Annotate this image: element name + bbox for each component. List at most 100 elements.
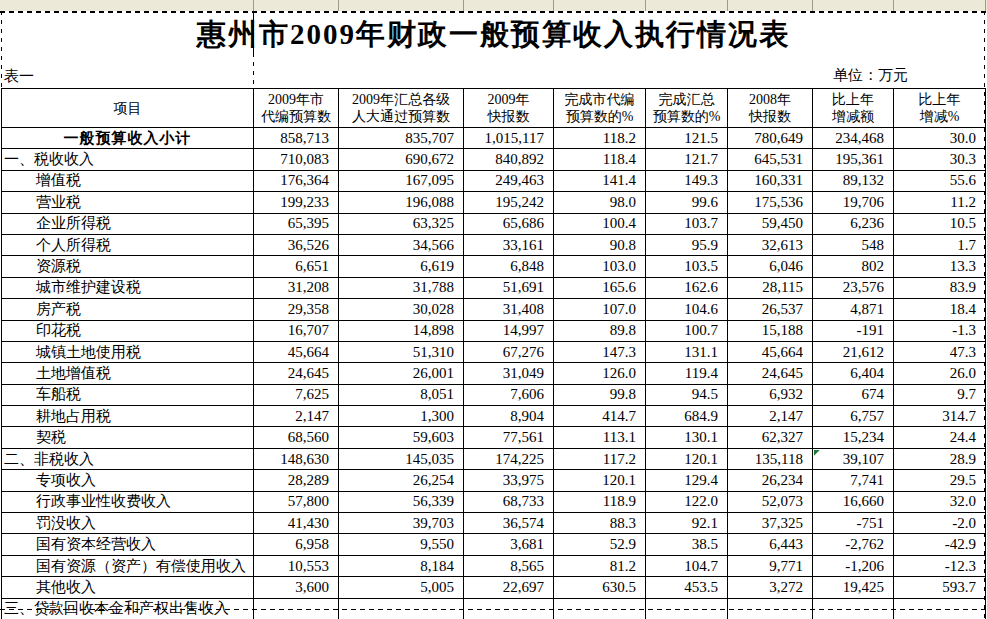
value-cell[interactable]: 6,404	[813, 363, 894, 384]
value-cell[interactable]: 59,450	[728, 213, 813, 234]
value-cell[interactable]: 10.5	[894, 213, 986, 234]
value-cell[interactable]: 28,289	[254, 470, 339, 491]
value-cell[interactable]: 24,645	[728, 363, 813, 384]
value-cell[interactable]: 33,161	[464, 234, 554, 255]
value-cell[interactable]: 8,184	[339, 555, 464, 576]
value-cell[interactable]: 7,741	[813, 470, 894, 491]
value-cell[interactable]: 52.9	[554, 534, 646, 555]
value-cell[interactable]: 684.9	[646, 406, 728, 427]
row-label-cell[interactable]: 企业所得税	[2, 213, 254, 234]
value-cell[interactable]: 548	[813, 234, 894, 255]
value-cell[interactable]: 41,430	[254, 513, 339, 534]
column-header-cell[interactable]: 2009年汇总各级 人大通过预算数	[339, 89, 464, 128]
value-cell[interactable]: 99.8	[554, 384, 646, 405]
value-cell[interactable]: 6,443	[728, 534, 813, 555]
value-cell[interactable]: 16,660	[813, 491, 894, 512]
value-cell[interactable]: 135,118	[728, 448, 813, 469]
value-cell[interactable]: 62,327	[728, 427, 813, 448]
value-cell[interactable]: 45,664	[728, 341, 813, 362]
value-cell[interactable]: 31,208	[254, 277, 339, 298]
value-cell[interactable]: 52,073	[728, 491, 813, 512]
value-cell[interactable]: 645,531	[728, 149, 813, 170]
value-cell[interactable]: 11.2	[894, 192, 986, 213]
column-header-cell[interactable]: 2009年市 代编预算数	[254, 89, 339, 128]
value-cell[interactable]: 414.7	[554, 406, 646, 427]
value-cell[interactable]: 120.1	[554, 470, 646, 491]
value-cell[interactable]: 34,566	[339, 234, 464, 255]
value-cell[interactable]: 858,713	[254, 128, 339, 149]
column-header-cell[interactable]: 比上年 增减额	[813, 89, 894, 128]
value-cell[interactable]: 160,331	[728, 170, 813, 191]
value-cell[interactable]: 593.7	[894, 577, 986, 598]
value-cell[interactable]: -751	[813, 513, 894, 534]
value-cell[interactable]: 51,691	[464, 277, 554, 298]
value-cell[interactable]: -191	[813, 320, 894, 341]
value-cell[interactable]: 780,649	[728, 128, 813, 149]
row-label-cell[interactable]: 房产税	[2, 299, 254, 320]
value-cell[interactable]: 31,049	[464, 363, 554, 384]
value-cell[interactable]: 7,606	[464, 384, 554, 405]
value-cell[interactable]: 121.5	[646, 128, 728, 149]
value-cell[interactable]: 95.9	[646, 234, 728, 255]
value-cell[interactable]: 8,565	[464, 555, 554, 576]
value-cell[interactable]: 690,672	[339, 149, 464, 170]
value-cell[interactable]: 98.0	[554, 192, 646, 213]
value-cell[interactable]: 9,550	[339, 534, 464, 555]
value-cell[interactable]: 175,536	[728, 192, 813, 213]
value-cell[interactable]: 165.6	[554, 277, 646, 298]
value-cell[interactable]: 26,001	[339, 363, 464, 384]
value-cell[interactable]: 36,574	[464, 513, 554, 534]
row-label-cell[interactable]: 个人所得税	[2, 234, 254, 255]
value-cell[interactable]: 22,697	[464, 577, 554, 598]
value-cell[interactable]: 77,561	[464, 427, 554, 448]
value-cell[interactable]: 6,932	[728, 384, 813, 405]
value-cell[interactable]: 18.4	[894, 299, 986, 320]
value-cell[interactable]: 148,630	[254, 448, 339, 469]
value-cell[interactable]: 13.3	[894, 256, 986, 277]
table-number-label[interactable]: 表一	[4, 67, 34, 86]
column-header-cell[interactable]: 比上年 增减%	[894, 89, 986, 128]
value-cell[interactable]: 103.7	[646, 213, 728, 234]
row-label-cell[interactable]: 罚没收入	[2, 513, 254, 534]
value-cell[interactable]: 2,147	[254, 406, 339, 427]
value-cell[interactable]: 162.6	[646, 277, 728, 298]
value-cell[interactable]: 199,233	[254, 192, 339, 213]
value-cell[interactable]: 9.7	[894, 384, 986, 405]
value-cell[interactable]: 249,463	[464, 170, 554, 191]
value-cell[interactable]: 63,325	[339, 213, 464, 234]
report-title[interactable]: 惠州市2009年财政一般预算收入执行情况表	[0, 15, 987, 55]
value-cell[interactable]: 36,526	[254, 234, 339, 255]
value-cell[interactable]: 147.3	[554, 341, 646, 362]
value-cell[interactable]: 30.0	[894, 128, 986, 149]
value-cell[interactable]: 314.7	[894, 406, 986, 427]
value-cell[interactable]: 130.1	[646, 427, 728, 448]
value-cell[interactable]: 6,757	[813, 406, 894, 427]
value-cell[interactable]: 167,095	[339, 170, 464, 191]
value-cell[interactable]: 131.1	[646, 341, 728, 362]
value-cell[interactable]: 710,083	[254, 149, 339, 170]
value-cell[interactable]: 103.0	[554, 256, 646, 277]
value-cell[interactable]: 30.3	[894, 149, 986, 170]
value-cell[interactable]: 802	[813, 256, 894, 277]
value-cell[interactable]: 83.9	[894, 277, 986, 298]
value-cell[interactable]: 630.5	[554, 577, 646, 598]
row-label-cell[interactable]: 城市维护建设税	[2, 277, 254, 298]
value-cell[interactable]: 6,236	[813, 213, 894, 234]
row-label-cell[interactable]: 土地增值税	[2, 363, 254, 384]
value-cell[interactable]: 26.0	[894, 363, 986, 384]
column-header-cell[interactable]: 2009年 快报数	[464, 89, 554, 128]
value-cell[interactable]: 7,625	[254, 384, 339, 405]
value-cell[interactable]: 835,707	[339, 128, 464, 149]
value-cell[interactable]: 59,603	[339, 427, 464, 448]
value-cell[interactable]: 14,997	[464, 320, 554, 341]
value-cell[interactable]: 4,871	[813, 299, 894, 320]
value-cell[interactable]: 121.7	[646, 149, 728, 170]
value-cell[interactable]: 29.5	[894, 470, 986, 491]
value-cell[interactable]: 195,242	[464, 192, 554, 213]
value-cell[interactable]: 21,612	[813, 341, 894, 362]
row-label-cell[interactable]: 一、税收收入	[2, 149, 254, 170]
value-cell[interactable]: 104.7	[646, 555, 728, 576]
value-cell[interactable]: 88.3	[554, 513, 646, 534]
value-cell[interactable]: 126.0	[554, 363, 646, 384]
value-cell[interactable]: 453.5	[646, 577, 728, 598]
